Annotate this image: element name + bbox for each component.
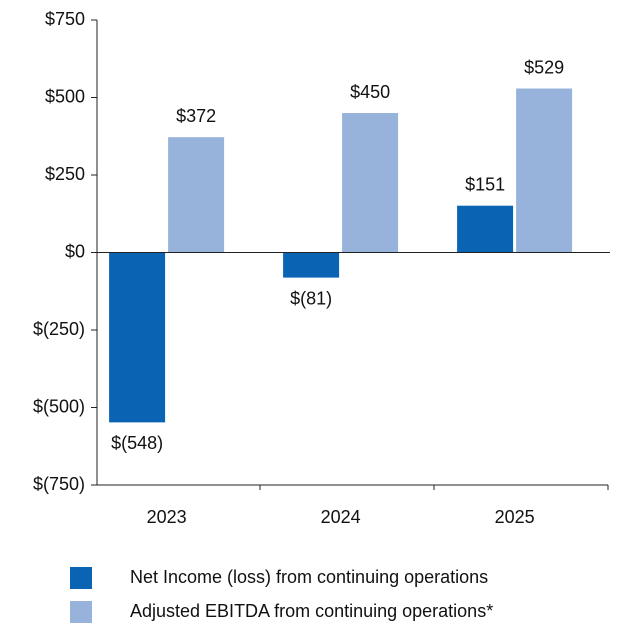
legend-label: Adjusted EBITDA from continuing operatio… [130,601,493,621]
x-tick-label: 2025 [495,507,535,527]
value-label: $(81) [290,288,332,308]
legend-swatch [70,567,92,589]
legend-swatch [70,601,92,623]
bar [516,88,573,253]
value-label: $(548) [111,433,163,453]
y-tick-label: $(500) [33,396,85,416]
x-tick-label: 2023 [147,507,187,527]
y-tick-label: $500 [45,86,85,106]
y-tick-label: $(750) [33,474,85,494]
bar [283,252,340,278]
legend-label: Net Income (loss) from continuing operat… [130,567,488,587]
value-label: $151 [465,174,505,194]
bar [457,205,514,253]
bar [168,137,225,253]
y-tick-label: $0 [65,241,85,261]
y-tick-label: $(250) [33,319,85,339]
bar [342,113,399,253]
y-tick-label: $750 [45,9,85,29]
x-tick-label: 2024 [321,507,361,527]
value-label: $372 [176,106,216,126]
value-label: $450 [350,82,390,102]
value-label: $529 [524,57,564,77]
y-tick-label: $250 [45,164,85,184]
bar [109,252,166,423]
